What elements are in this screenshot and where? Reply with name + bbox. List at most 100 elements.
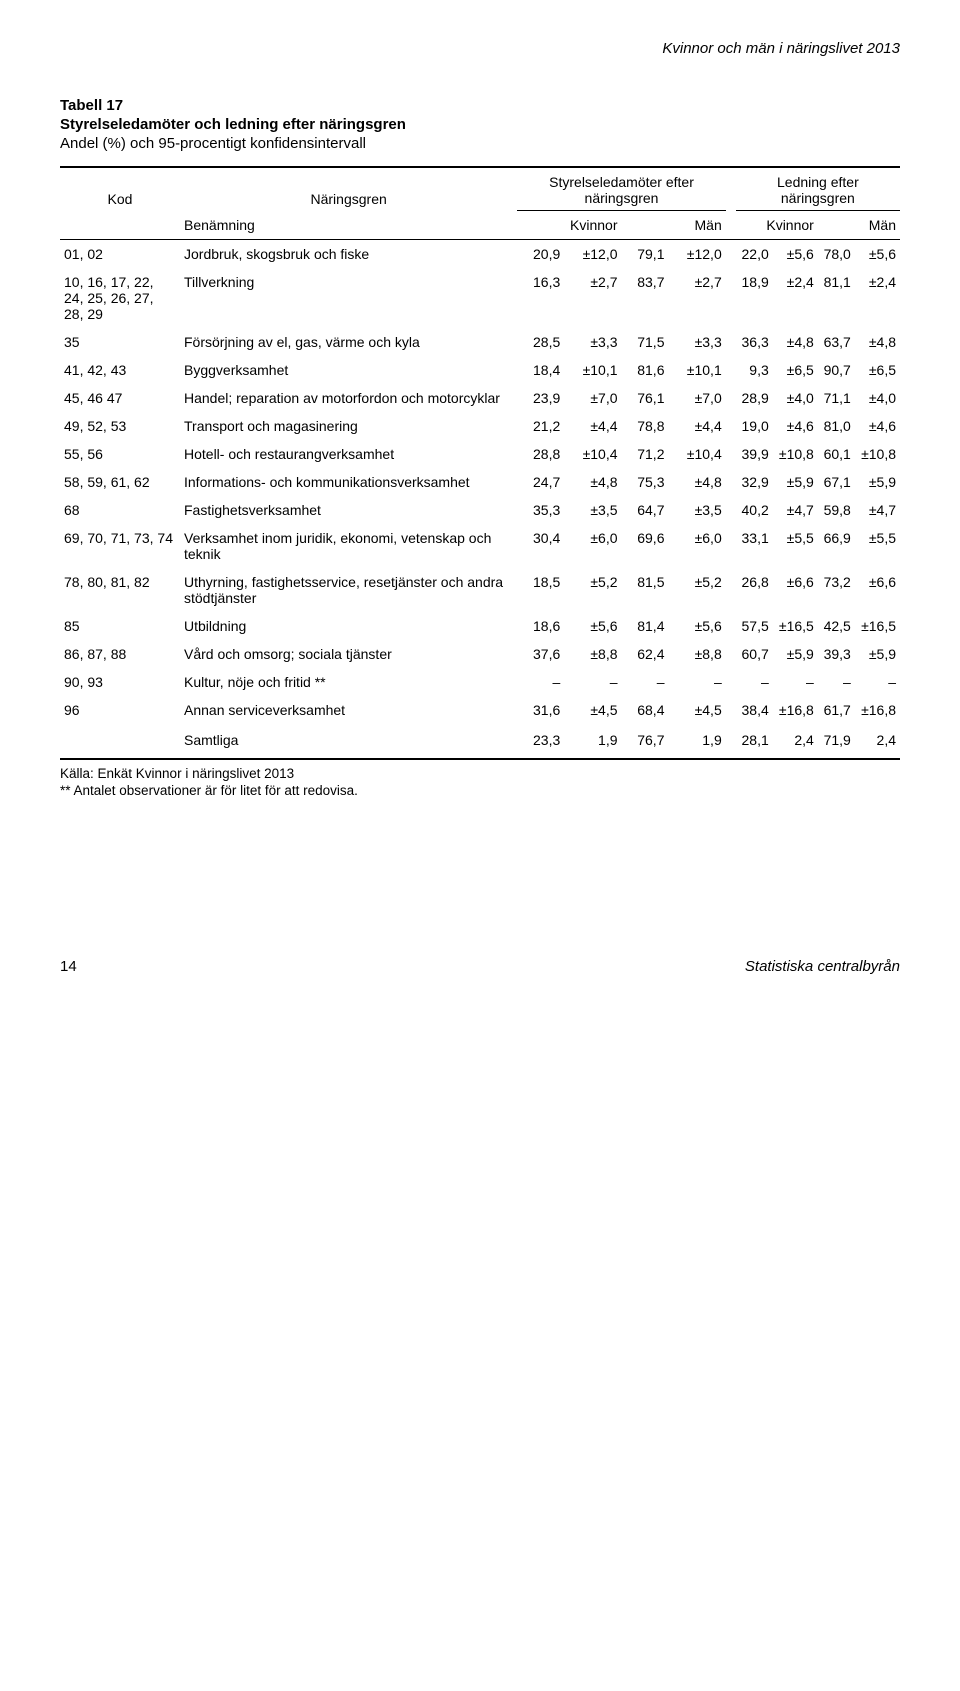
table-row: 69, 70, 71, 73, 74Verksamhet inom juridi… [60, 524, 900, 568]
cell-value: 21,2 [517, 412, 564, 440]
cell-value: 26,8 [736, 568, 773, 612]
cell-code: 86, 87, 88 [60, 640, 180, 668]
table-row: 01, 02Jordbruk, skogsbruk och fiske20,9±… [60, 240, 900, 269]
cell-gap [726, 568, 736, 612]
cell-name: Byggverksamhet [180, 356, 517, 384]
cell-value: ±5,6 [773, 240, 818, 269]
cell-value: 78,8 [622, 412, 669, 440]
cell-value: 18,9 [736, 268, 773, 328]
cell-value: 66,9 [818, 524, 855, 568]
cell-value: ±12,0 [564, 240, 621, 269]
col-kvinnor-2: Kvinnor [736, 211, 818, 240]
cell-value: – [855, 668, 900, 696]
cell-value: 73,2 [818, 568, 855, 612]
cell-gap [726, 468, 736, 496]
cell-value: ±5,9 [773, 468, 818, 496]
cell-value: ±16,8 [855, 696, 900, 724]
cell-value: 76,1 [622, 384, 669, 412]
cell-gap [726, 612, 736, 640]
cell-name: Handel; reparation av motorfordon och mo… [180, 384, 517, 412]
cell-gap [726, 640, 736, 668]
cell-gap [726, 268, 736, 328]
cell-value: 28,1 [736, 724, 773, 759]
cell-value: ±8,8 [668, 640, 725, 668]
cell-value: 90,7 [818, 356, 855, 384]
cell-value: 75,3 [622, 468, 669, 496]
cell-value: ±10,4 [668, 440, 725, 468]
cell-name: Jordbruk, skogsbruk och fiske [180, 240, 517, 269]
cell-value: ±5,6 [564, 612, 621, 640]
cell-gap [726, 240, 736, 269]
cell-value: 23,3 [517, 724, 564, 759]
cell-code: 10, 16, 17, 22, 24, 25, 26, 27, 28, 29 [60, 268, 180, 328]
cell-gap [726, 696, 736, 724]
cell-value: 81,6 [622, 356, 669, 384]
cell-code: 35 [60, 328, 180, 356]
cell-value: ±4,5 [564, 696, 621, 724]
footnote-line: ** Antalet observationer är för litet fö… [60, 783, 900, 798]
cell-gap [726, 496, 736, 524]
cell-value: 83,7 [622, 268, 669, 328]
cell-gap [726, 668, 736, 696]
cell-value: 81,5 [622, 568, 669, 612]
cell-value: 38,4 [736, 696, 773, 724]
cell-code: 58, 59, 61, 62 [60, 468, 180, 496]
cell-value: 33,1 [736, 524, 773, 568]
cell-value: ±12,0 [668, 240, 725, 269]
col-gap [726, 211, 736, 240]
cell-value: ±10,1 [564, 356, 621, 384]
cell-code: 90, 93 [60, 668, 180, 696]
table-row: 45, 46 47Handel; reparation av motorford… [60, 384, 900, 412]
cell-code: 55, 56 [60, 440, 180, 468]
cell-value: ±10,8 [773, 440, 818, 468]
table-body: 01, 02Jordbruk, skogsbruk och fiske20,9±… [60, 240, 900, 760]
cell-value: ±10,8 [855, 440, 900, 468]
table-label: Tabell 17 [60, 97, 900, 114]
cell-name: Kultur, nöje och fritid ** [180, 668, 517, 696]
cell-value: – [736, 668, 773, 696]
cell-value: ±4,6 [773, 412, 818, 440]
cell-value: 35,3 [517, 496, 564, 524]
cell-value: 59,8 [818, 496, 855, 524]
cell-value: ±7,0 [668, 384, 725, 412]
cell-value: 68,4 [622, 696, 669, 724]
cell-value: 79,1 [622, 240, 669, 269]
cell-value: 39,3 [818, 640, 855, 668]
cell-gap [726, 412, 736, 440]
col-benamning: Benämning [180, 211, 517, 240]
table-row: 86, 87, 88Vård och omsorg; sociala tjäns… [60, 640, 900, 668]
cell-value: ±2,4 [855, 268, 900, 328]
cell-value: ±8,8 [564, 640, 621, 668]
cell-value: 37,6 [517, 640, 564, 668]
table-row: Samtliga23,31,976,71,928,12,471,92,4 [60, 724, 900, 759]
cell-name: Samtliga [180, 724, 517, 759]
cell-value: ±5,6 [855, 240, 900, 269]
cell-value: ±6,6 [773, 568, 818, 612]
cell-gap [726, 440, 736, 468]
cell-name: Tillverkning [180, 268, 517, 328]
table-row: 10, 16, 17, 22, 24, 25, 26, 27, 28, 29Ti… [60, 268, 900, 328]
cell-value: – [668, 668, 725, 696]
data-table: Kod Näringsgren Styrelseledamöter efter … [60, 166, 900, 760]
cell-value: ±4,5 [668, 696, 725, 724]
cell-value: 42,5 [818, 612, 855, 640]
col-naringsgren: Näringsgren [180, 167, 517, 211]
cell-value: 69,6 [622, 524, 669, 568]
cell-value: ±6,5 [855, 356, 900, 384]
cell-name: Transport och magasinering [180, 412, 517, 440]
cell-code: 69, 70, 71, 73, 74 [60, 524, 180, 568]
cell-value: 32,9 [736, 468, 773, 496]
cell-value: 28,5 [517, 328, 564, 356]
cell-code: 49, 52, 53 [60, 412, 180, 440]
cell-name: Annan serviceverksamhet [180, 696, 517, 724]
cell-value: ±2,4 [773, 268, 818, 328]
cell-value: ±16,5 [855, 612, 900, 640]
cell-value: 23,9 [517, 384, 564, 412]
cell-value: 28,9 [736, 384, 773, 412]
cell-value: – [773, 668, 818, 696]
cell-value: ±10,4 [564, 440, 621, 468]
cell-value: ±5,2 [564, 568, 621, 612]
cell-value: 2,4 [773, 724, 818, 759]
cell-code: 68 [60, 496, 180, 524]
cell-name: Informations- och kommunikationsverksamh… [180, 468, 517, 496]
